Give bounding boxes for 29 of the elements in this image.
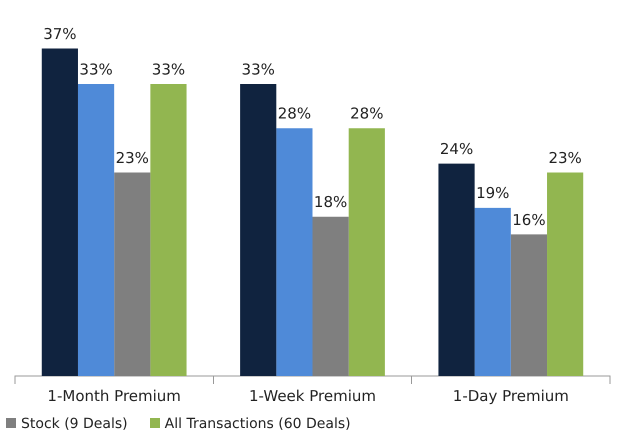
bar <box>42 48 78 376</box>
data-label: 37% <box>43 24 77 43</box>
bar <box>78 84 114 376</box>
data-label: 33% <box>79 60 113 78</box>
data-label: 23% <box>116 148 149 167</box>
bar <box>312 216 349 376</box>
x-tick-label: 1-Day Premium <box>452 386 569 405</box>
data-label: 33% <box>242 60 275 78</box>
data-label: 33% <box>152 60 186 78</box>
bar <box>438 164 475 376</box>
bar <box>348 128 385 376</box>
bar <box>510 234 548 376</box>
bar <box>240 84 276 376</box>
data-label: 18% <box>314 193 348 212</box>
data-label: 23% <box>548 148 582 167</box>
data-label: 16% <box>512 210 546 229</box>
data-label: 24% <box>440 140 474 158</box>
data-label: 19% <box>476 184 510 202</box>
bar <box>114 172 150 376</box>
legend-label: Stock (9 Deals) <box>20 416 128 432</box>
legend-label: All Transactions (60 Deals) <box>164 416 351 432</box>
x-tick-label: 1-Week Premium <box>249 386 376 405</box>
data-label: 28% <box>350 104 384 123</box>
bar <box>474 208 511 376</box>
data-label: 28% <box>278 104 312 123</box>
bar <box>547 172 584 376</box>
bar <box>276 128 312 376</box>
x-tick-label: 1-Month Premium <box>47 386 181 405</box>
bar <box>150 84 187 376</box>
